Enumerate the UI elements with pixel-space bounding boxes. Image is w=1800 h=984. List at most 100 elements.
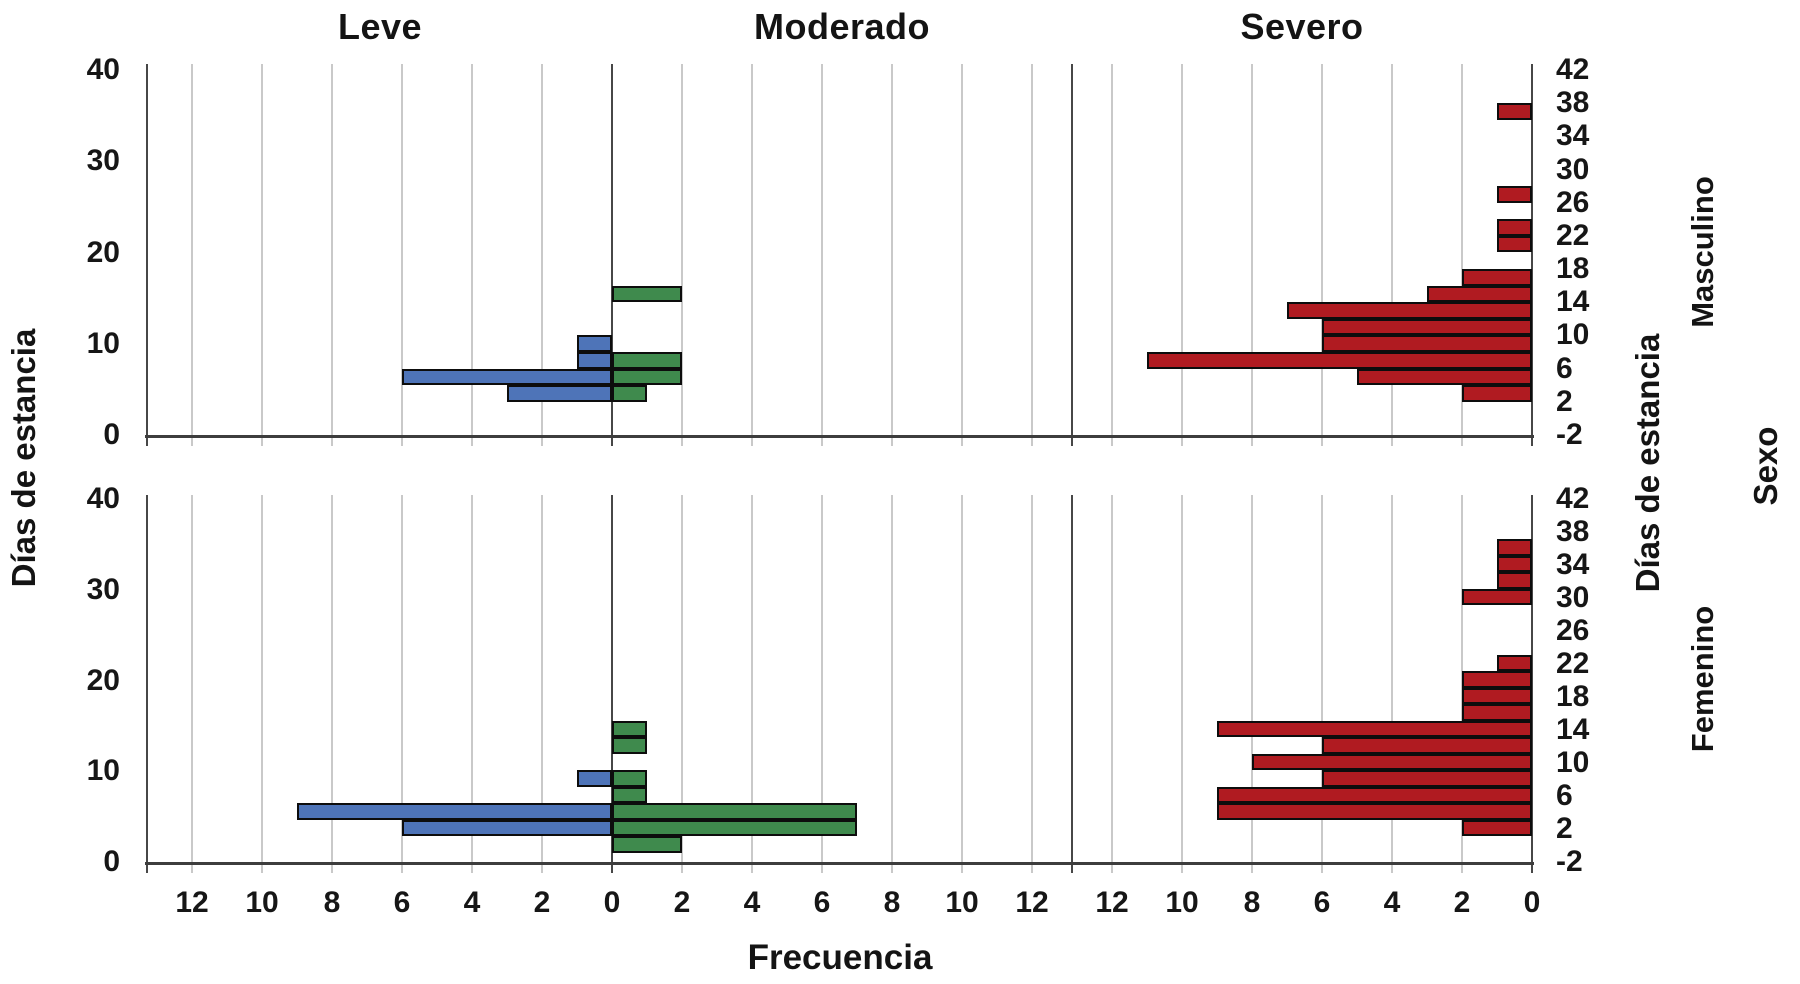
y-tick-label-right: 14	[1556, 713, 1590, 746]
bar-severo	[1462, 269, 1532, 286]
tick-mark	[891, 438, 893, 446]
gridline	[1321, 64, 1323, 435]
x-tick-label: 6	[813, 886, 831, 919]
panel-border-line	[611, 64, 613, 435]
x-tick-label: 12	[175, 886, 209, 919]
x-tick-label: 6	[393, 886, 411, 919]
y-tick-label-right: 18	[1556, 680, 1590, 713]
bar-severo	[1462, 819, 1532, 836]
bar-moderado	[612, 285, 682, 303]
y-tick-label-left: 10	[86, 326, 120, 360]
x-axis-line	[145, 435, 1534, 438]
bar-severo	[1217, 720, 1532, 737]
tick-mark	[1071, 438, 1073, 446]
gridline	[541, 64, 543, 435]
gridline	[891, 64, 893, 435]
gridline	[401, 64, 403, 435]
tick-mark	[611, 438, 613, 446]
tick-mark	[1321, 438, 1323, 446]
y-tick-label-right: -2	[1556, 418, 1583, 451]
gridline	[1321, 495, 1323, 862]
y-tick-label-right: 38	[1556, 515, 1590, 548]
bar-leve	[402, 819, 612, 836]
tick-mark	[331, 438, 333, 446]
x-tick-label: 8	[883, 886, 901, 919]
gridline	[961, 64, 963, 435]
gridline	[331, 64, 333, 435]
gridline	[681, 64, 683, 435]
bar-severo	[1252, 753, 1532, 770]
tick-mark	[681, 438, 683, 446]
tick-mark	[821, 438, 823, 446]
bar-moderado	[612, 352, 682, 369]
tick-mark	[1461, 865, 1463, 873]
bar-leve	[507, 385, 612, 402]
y-tick-label-right: 30	[1556, 152, 1590, 186]
gridline	[1391, 64, 1393, 435]
tick-mark	[191, 865, 193, 873]
bar-leve	[402, 368, 612, 386]
y-tick-label-left: 10	[86, 754, 120, 788]
tick-mark	[146, 438, 148, 446]
tick-mark	[331, 865, 333, 873]
bar-severo	[1322, 770, 1532, 787]
y-tick-label-right: 18	[1556, 252, 1590, 286]
tick-mark	[751, 865, 753, 873]
section-title-moderado: Moderado	[753, 6, 931, 47]
x-axis-line	[145, 862, 1534, 865]
panel-border-line	[146, 495, 148, 862]
panel-border-line	[1531, 64, 1533, 435]
y-tick-label-right: 34	[1556, 119, 1590, 153]
bar-moderado	[612, 819, 857, 836]
x-tick-label: 8	[323, 886, 341, 919]
gridline	[821, 64, 823, 435]
panel-border-line	[146, 64, 148, 435]
tick-mark	[821, 865, 823, 873]
y-tick-label-right: 14	[1556, 285, 1590, 319]
gridline	[1111, 64, 1113, 435]
bar-moderado	[612, 803, 857, 820]
gridline	[261, 64, 263, 435]
gridline	[191, 64, 193, 435]
bar-severo	[1497, 235, 1532, 253]
bar-severo	[1497, 572, 1532, 589]
panel-border-line	[1071, 495, 1073, 862]
y-tick-label-left: 40	[86, 53, 120, 86]
section-title-leve: Leve	[337, 6, 423, 47]
tick-mark	[261, 865, 263, 873]
y-tick-label-left: 20	[86, 663, 120, 697]
x-tick-label: 8	[1243, 886, 1261, 919]
bar-severo	[1497, 555, 1532, 572]
bar-leve	[577, 352, 612, 369]
tick-mark	[1321, 865, 1323, 873]
bar-moderado	[612, 770, 647, 787]
tick-mark	[1181, 865, 1183, 873]
y-tick-label-right: 38	[1556, 86, 1590, 120]
bar-severo	[1322, 335, 1532, 353]
bar-severo	[1462, 385, 1532, 402]
y-tick-label-left: 20	[86, 235, 120, 269]
x-tick-label: 4	[1383, 886, 1401, 919]
gridline	[1031, 64, 1033, 435]
bar-severo	[1357, 368, 1532, 386]
tick-mark	[191, 438, 193, 446]
bar-severo	[1497, 186, 1532, 203]
panel-border-line	[1071, 64, 1073, 435]
bar-severo	[1462, 687, 1532, 704]
tick-mark	[681, 865, 683, 873]
x-tick-label: 0	[603, 886, 621, 919]
tick-mark	[891, 865, 893, 873]
bar-severo	[1497, 103, 1532, 120]
bar-moderado	[612, 368, 682, 386]
tick-mark	[611, 865, 613, 873]
y-tick-label-right: 10	[1556, 746, 1590, 779]
facet-label-femenino: Femenino	[1685, 605, 1720, 753]
tick-mark	[1071, 865, 1073, 873]
gridline	[1391, 495, 1393, 862]
tick-mark	[146, 865, 148, 873]
gridline	[471, 64, 473, 435]
y-tick-label-left: 0	[103, 845, 120, 878]
y-tick-label-right: 10	[1556, 318, 1590, 352]
bar-leve	[297, 803, 612, 820]
y-tick-label-left: 30	[86, 572, 120, 606]
